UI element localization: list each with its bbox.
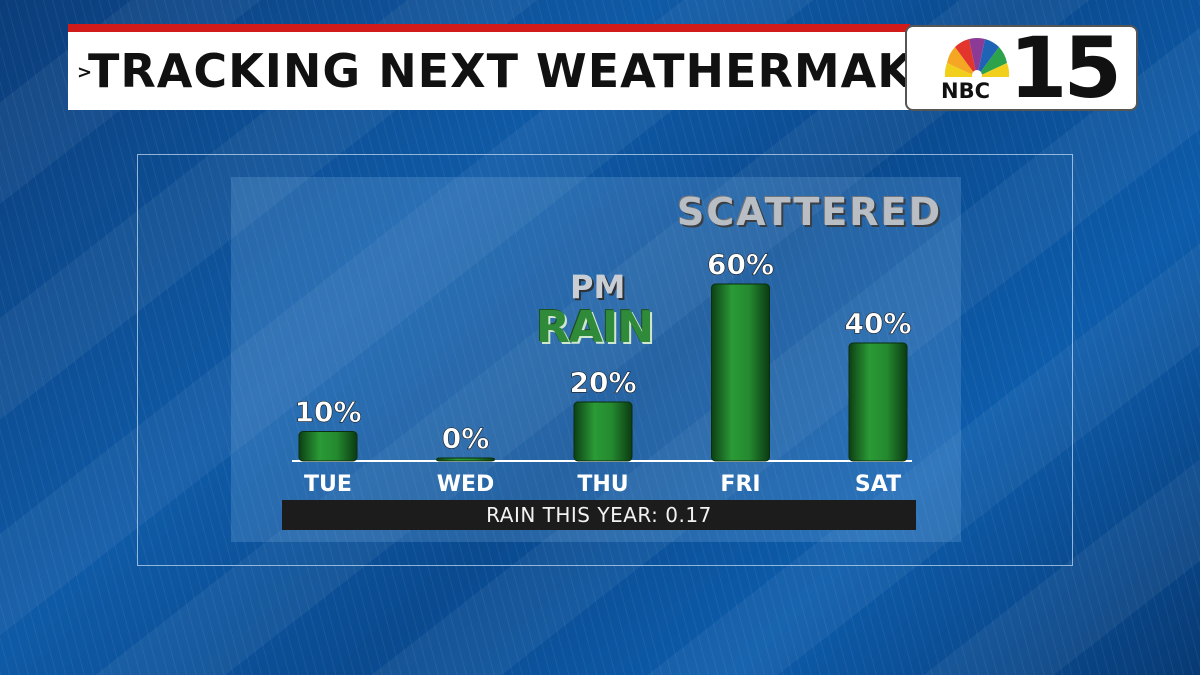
station-logo: NBC 15 xyxy=(905,19,1138,117)
logo-channel: 15 xyxy=(1009,19,1122,117)
bar-thu xyxy=(573,401,633,462)
chart-panel xyxy=(231,177,961,542)
category-label-sat: SAT xyxy=(855,472,901,497)
pm-annotation: PM xyxy=(570,268,626,306)
bar-fri xyxy=(711,283,770,462)
title-bar: > TRACKING NEXT WEATHERMAKER xyxy=(68,24,982,110)
value-label-sat: 40% xyxy=(844,307,911,340)
page-title: TRACKING NEXT WEATHERMAKER xyxy=(88,44,983,98)
value-label-thu: 20% xyxy=(569,366,636,399)
chart-frame xyxy=(137,154,1073,566)
value-label-fri: 60% xyxy=(707,248,774,281)
category-label-fri: FRI xyxy=(720,472,760,497)
title-caret: > xyxy=(77,62,93,83)
scattered-annotation: SCATTERED xyxy=(677,190,943,234)
category-label-tue: TUE xyxy=(304,472,352,497)
value-label-wed: 0% xyxy=(442,422,490,455)
category-label-thu: THU xyxy=(577,472,628,497)
bar-tue xyxy=(298,431,358,462)
peacock-icon xyxy=(944,37,1010,80)
footer-bar: RAIN THIS YEAR: 0.17 xyxy=(282,500,916,530)
value-label-tue: 10% xyxy=(294,396,361,429)
bar-sat xyxy=(848,342,908,462)
rain-this-year-text: RAIN THIS YEAR: 0.17 xyxy=(486,503,712,527)
rain-annotation: RAIN xyxy=(536,302,654,353)
category-label-wed: WED xyxy=(437,472,495,497)
logo-network: NBC xyxy=(941,79,990,103)
bar-wed xyxy=(436,457,495,462)
